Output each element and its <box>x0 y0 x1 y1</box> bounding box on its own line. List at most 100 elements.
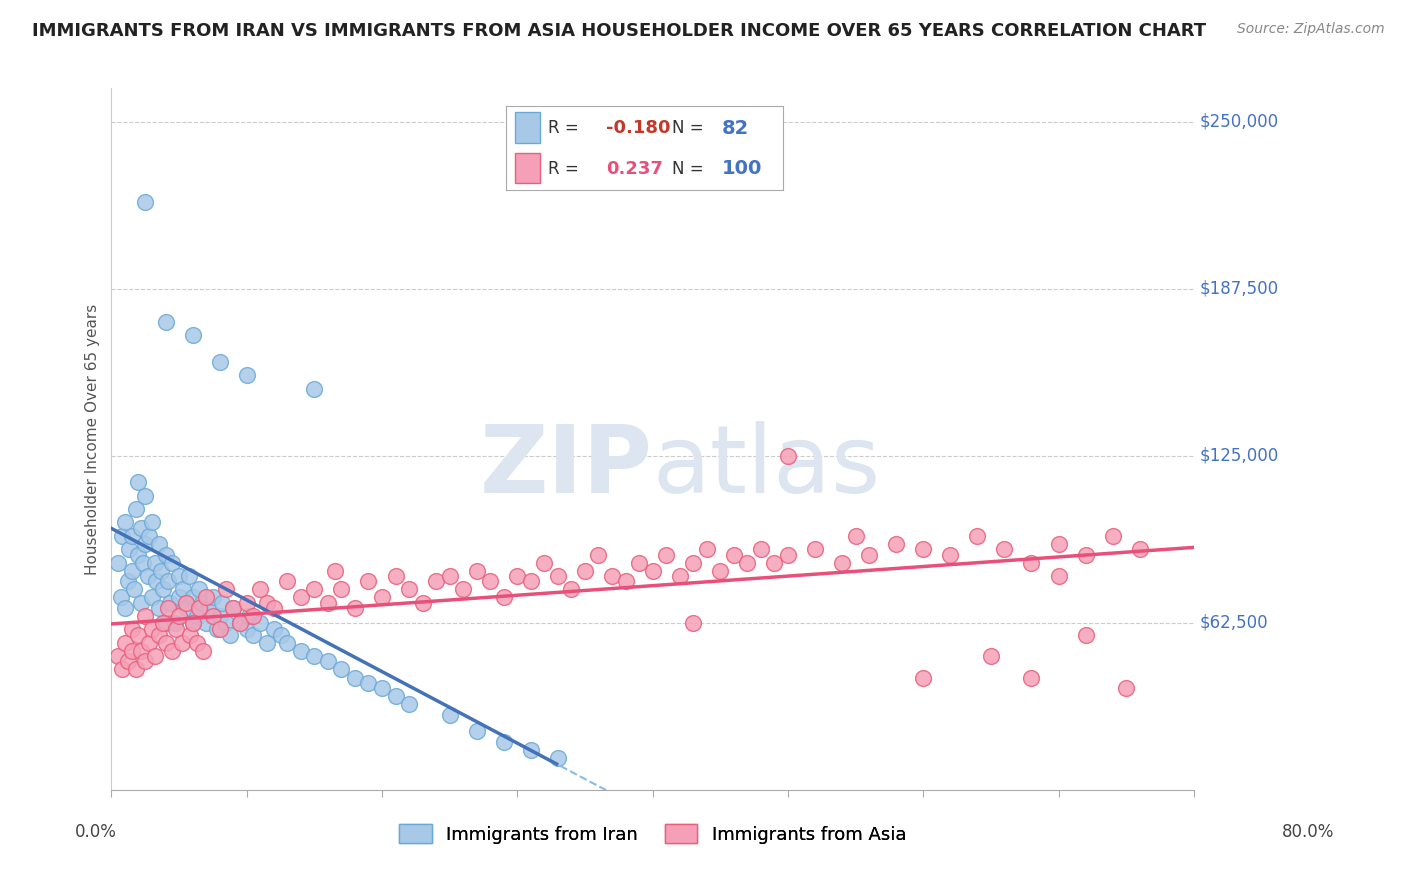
Point <box>763 556 786 570</box>
Point <box>384 569 406 583</box>
Point <box>1047 569 1070 583</box>
Point <box>107 556 129 570</box>
Point <box>316 596 339 610</box>
Point <box>242 609 264 624</box>
Point <box>208 355 231 369</box>
Point <box>1129 542 1152 557</box>
Point <box>242 628 264 642</box>
Point <box>804 542 827 557</box>
Point <box>131 556 153 570</box>
Point <box>384 690 406 704</box>
Point <box>776 548 799 562</box>
Point <box>162 556 184 570</box>
Point <box>114 516 136 530</box>
Point <box>177 569 200 583</box>
Point <box>330 582 353 597</box>
Point <box>148 537 170 551</box>
Point <box>143 649 166 664</box>
Point <box>157 601 180 615</box>
Point <box>107 649 129 664</box>
Point <box>614 574 637 589</box>
Point <box>174 596 197 610</box>
Y-axis label: Householder Income Over 65 years: Householder Income Over 65 years <box>86 303 100 574</box>
Point <box>238 609 260 624</box>
Point <box>114 601 136 615</box>
Point <box>993 542 1015 557</box>
Point <box>492 734 515 748</box>
Point <box>205 623 228 637</box>
Point <box>276 574 298 589</box>
Point <box>398 698 420 712</box>
Text: atlas: atlas <box>652 421 882 513</box>
Point <box>439 569 461 583</box>
Point <box>357 574 380 589</box>
Point <box>110 591 132 605</box>
Point <box>155 636 177 650</box>
Point <box>125 663 148 677</box>
Point <box>235 596 257 610</box>
Point <box>398 582 420 597</box>
Point <box>111 529 134 543</box>
Point <box>121 529 143 543</box>
Point <box>412 596 434 610</box>
Point <box>343 671 366 685</box>
Point <box>966 529 988 543</box>
Point <box>668 569 690 583</box>
Point <box>330 663 353 677</box>
Point <box>1021 671 1043 685</box>
Point <box>134 537 156 551</box>
Point <box>588 548 610 562</box>
Point <box>145 574 167 589</box>
Point <box>696 542 718 557</box>
Point <box>655 548 678 562</box>
Point <box>641 564 664 578</box>
Point <box>533 556 555 570</box>
Point <box>304 582 326 597</box>
Point <box>980 649 1002 664</box>
Point <box>198 601 221 615</box>
Text: $62,500: $62,500 <box>1199 614 1268 632</box>
Point <box>152 582 174 597</box>
Point <box>143 556 166 570</box>
Point <box>439 707 461 722</box>
Point <box>682 556 704 570</box>
Point <box>323 564 346 578</box>
Point <box>208 623 231 637</box>
Point <box>138 529 160 543</box>
Point <box>215 615 238 630</box>
Point <box>884 537 907 551</box>
Point <box>167 609 190 624</box>
Point <box>776 449 799 463</box>
Point <box>547 750 569 764</box>
Point <box>148 601 170 615</box>
Point <box>845 529 868 543</box>
Point <box>134 609 156 624</box>
Point <box>560 582 582 597</box>
Point <box>138 636 160 650</box>
Point <box>111 663 134 677</box>
Point <box>117 655 139 669</box>
Point <box>201 591 224 605</box>
Point <box>858 548 880 562</box>
Text: $250,000: $250,000 <box>1199 112 1278 130</box>
Point <box>290 591 312 605</box>
Point <box>150 564 173 578</box>
Text: $125,000: $125,000 <box>1199 447 1278 465</box>
Point <box>831 556 853 570</box>
Point <box>181 591 204 605</box>
Point <box>304 382 326 396</box>
Point <box>129 596 152 610</box>
Point <box>134 489 156 503</box>
Point <box>125 502 148 516</box>
Point <box>188 582 211 597</box>
Point <box>249 582 271 597</box>
Point <box>121 623 143 637</box>
Point <box>357 676 380 690</box>
Point <box>547 569 569 583</box>
Point <box>723 548 745 562</box>
Point <box>186 636 208 650</box>
Point <box>628 556 651 570</box>
Point <box>574 564 596 578</box>
Text: ZIP: ZIP <box>479 421 652 513</box>
Point <box>939 548 962 562</box>
